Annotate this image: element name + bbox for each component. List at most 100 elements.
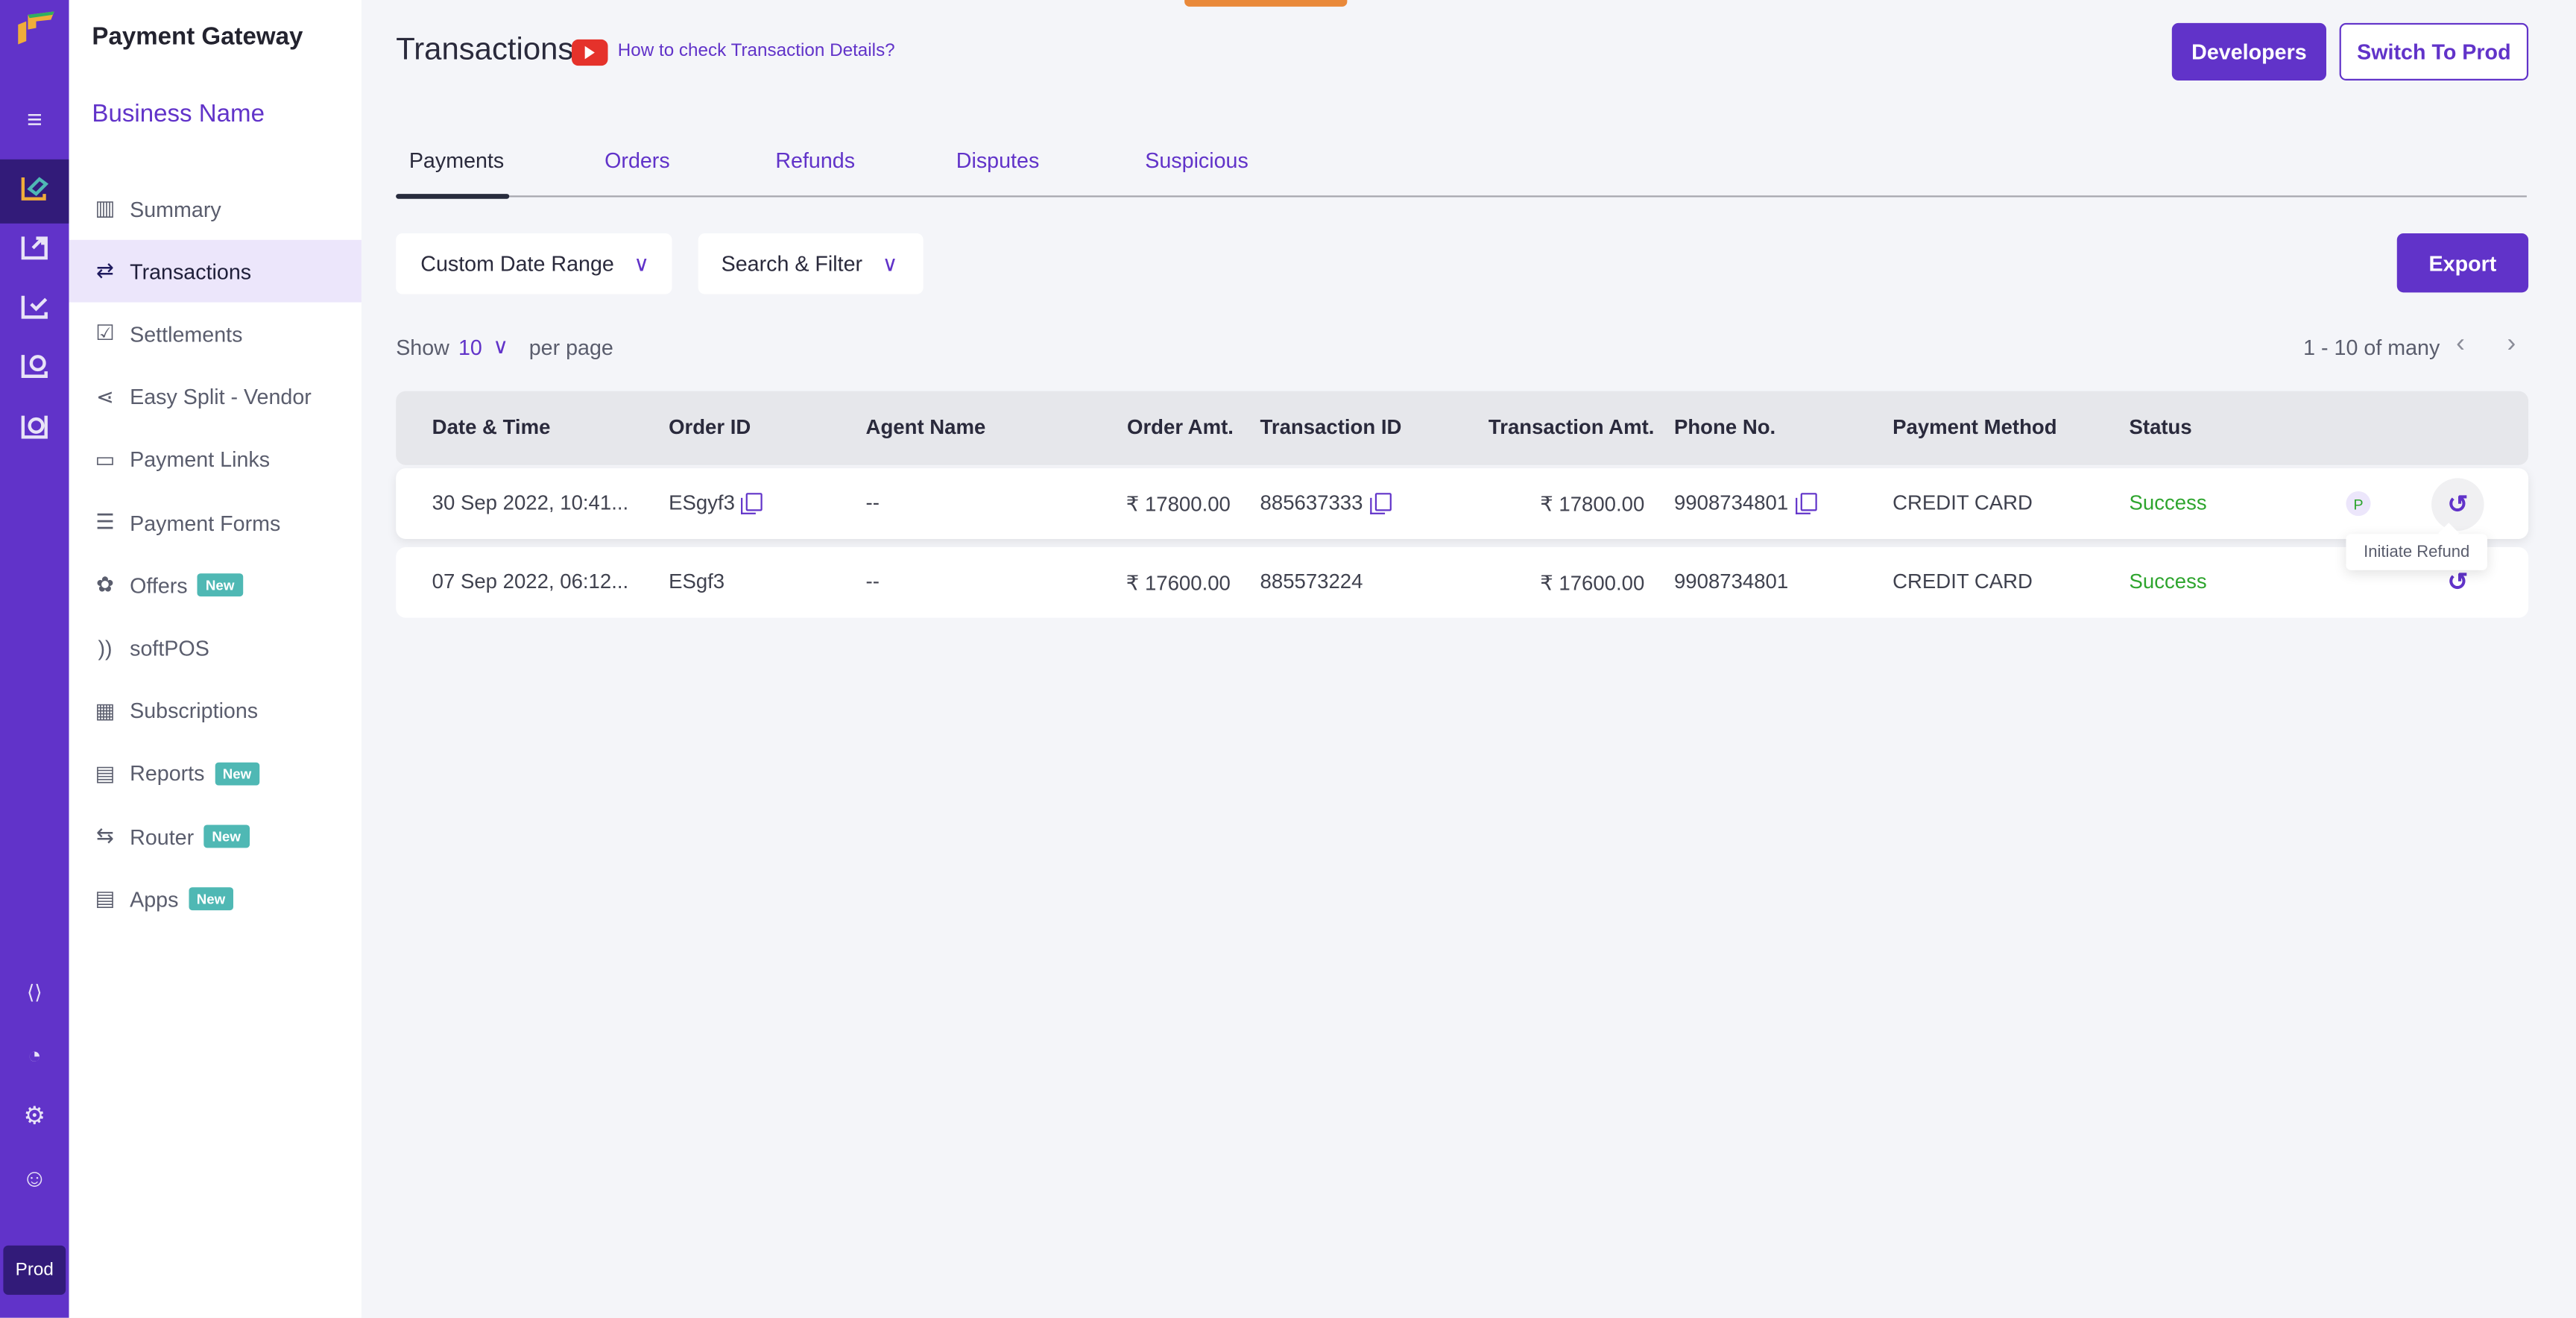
tab-suspicious[interactable]: Suspicious: [1145, 148, 1248, 173]
document-icon: ▤: [95, 760, 116, 786]
cell-phone: 9908734801: [1674, 491, 1816, 514]
contactless-icon: )): [98, 635, 113, 660]
calendar-icon: ▦: [95, 697, 116, 722]
sidebar-item-label: Apps: [130, 886, 179, 912]
switch-to-prod-button[interactable]: Switch To Prod: [2339, 22, 2529, 81]
tab-refunds[interactable]: Refunds: [775, 148, 856, 173]
sidebar-item-router[interactable]: ⇆ Router New: [69, 805, 362, 868]
prev-page-icon[interactable]: ‹: [2456, 330, 2465, 359]
sidebar-item-label: Offers: [130, 573, 188, 598]
copy-icon[interactable]: [1795, 493, 1816, 514]
per-page-select[interactable]: 10: [458, 335, 482, 360]
cell-transaction-amt: ₹ 17800.00: [1540, 493, 1645, 517]
developer-icon[interactable]: ⟨⟩: [26, 980, 42, 1004]
sidebar-item-payment-links[interactable]: ▭ Payment Links: [69, 429, 362, 491]
chevron-down-icon[interactable]: ∨: [493, 333, 509, 359]
sidebar-item-settlements[interactable]: ☑ Settlements: [69, 303, 362, 365]
tooltip-text: Initiate Refund: [2364, 543, 2470, 561]
developers-button[interactable]: Developers: [2171, 22, 2327, 81]
environment-badge[interactable]: Prod: [3, 1245, 66, 1295]
table-row[interactable]: 07 Sep 2022, 06:12... ESgf3 -- ₹ 17600.0…: [396, 546, 2529, 618]
logo-icon[interactable]: [15, 8, 54, 45]
status-badge: Success: [2129, 570, 2207, 593]
app-rail: ≡ ⟨⟩ ◔ ⚙ ☺ Prod: [0, 0, 69, 1318]
verification-icon[interactable]: [16, 288, 52, 324]
sidebar-item-apps[interactable]: ▤ Apps New: [69, 868, 362, 930]
help-video-link[interactable]: How to check Transaction Details?: [617, 41, 895, 61]
sidebar-item-reports[interactable]: ▤ Reports New: [69, 742, 362, 805]
sidebar-item-payment-forms[interactable]: ☰ Payment Forms: [69, 491, 362, 554]
tab-payments[interactable]: Payments: [408, 148, 505, 173]
sidebar-item-transactions[interactable]: ⇄ Transactions: [69, 240, 362, 303]
more-products-icon[interactable]: [16, 408, 52, 444]
per-page-label: per page: [528, 335, 613, 360]
order-id-text: ESgyf3: [669, 491, 735, 514]
sidebar-item-softpos[interactable]: )) softPOS: [69, 617, 362, 679]
cell-order-id: ESgyf3: [669, 491, 763, 514]
active-tab-indicator: [396, 194, 510, 199]
cell-date: 07 Sep 2022, 06:12...: [432, 570, 629, 593]
refund-icon[interactable]: ↺: [2431, 478, 2484, 531]
tab-disputes[interactable]: Disputes: [956, 148, 1040, 173]
chevron-down-icon: ∨: [882, 250, 898, 276]
col-payment-method: Payment Method: [1892, 415, 2057, 439]
apps-icon: ▤: [95, 886, 116, 911]
copy-icon[interactable]: [741, 493, 763, 514]
col-status: Status: [2129, 415, 2192, 439]
payment-gateway-icon[interactable]: [16, 169, 52, 205]
status-badge: Success: [2129, 491, 2207, 514]
col-order-id: Order ID: [669, 415, 751, 439]
business-name[interactable]: Business Name: [92, 100, 265, 128]
integrations-icon[interactable]: ◔: [27, 1041, 42, 1068]
sidebar-item-summary[interactable]: ▥ Summary: [69, 177, 362, 240]
sidebar-item-offers[interactable]: ✿ Offers New: [69, 554, 362, 617]
search-filter-label: Search & Filter: [721, 251, 863, 277]
new-badge: New: [188, 887, 234, 911]
pagination-range: 1 - 10 of many: [2303, 335, 2440, 360]
form-icon: ☰: [95, 509, 115, 535]
sidebar-item-label: Easy Split - Vendor: [130, 384, 312, 410]
router-icon: ⇆: [96, 823, 115, 848]
sidebar-item-label: Settlements: [130, 321, 243, 347]
new-badge: New: [203, 824, 249, 848]
tab-orders[interactable]: Orders: [604, 148, 670, 173]
cell-phone: 9908734801: [1673, 570, 1789, 593]
settings-icon[interactable]: ⚙: [23, 1102, 46, 1131]
list-check-icon: ☑: [95, 321, 115, 346]
recurring-icon[interactable]: [16, 347, 52, 382]
split-icon: ⋖: [96, 383, 115, 409]
copy-icon[interactable]: [1369, 493, 1391, 514]
cell-transaction-id: 885637333: [1260, 491, 1391, 514]
date-range-dropdown[interactable]: Custom Date Range ∨: [396, 233, 672, 294]
sidebar-item-label: Summary: [130, 196, 221, 221]
new-badge: New: [214, 762, 260, 786]
cell-agent: --: [865, 570, 880, 593]
table-row[interactable]: 30 Sep 2022, 10:41... ESgyf3 -- ₹ 17800.…: [396, 468, 2529, 539]
menu-icon[interactable]: ≡: [26, 107, 42, 135]
sidebar-item-subscriptions[interactable]: ▦ Subscriptions: [69, 680, 362, 742]
cell-transaction-amt: ₹ 17600.00: [1540, 572, 1645, 595]
sidebar-item-label: Payment Forms: [130, 510, 281, 535]
product-title: Payment Gateway: [92, 22, 303, 51]
cell-transaction-id: 885573224: [1260, 570, 1363, 593]
export-button[interactable]: Export: [2396, 233, 2529, 293]
refund-icon[interactable]: ↺: [2447, 568, 2469, 597]
col-order-amt: Order Amt.: [1127, 415, 1234, 439]
profile-icon[interactable]: ☺: [22, 1164, 48, 1193]
page-title: Transactions: [396, 33, 574, 68]
phone-text: 9908734801: [1673, 491, 1789, 514]
sidebar-item-label: Payment Links: [130, 447, 271, 473]
sidebar-item-easy-split-vendor[interactable]: ⋖ Easy Split - Vendor: [69, 366, 362, 429]
col-transaction-id: Transaction ID: [1260, 415, 1402, 439]
card-link-icon: ▭: [95, 447, 116, 472]
payouts-icon[interactable]: [16, 228, 52, 264]
offer-icon: ✿: [96, 572, 115, 597]
p-badge: P: [2346, 491, 2371, 517]
sidebar: Payment Gateway Business Name ▥ Summary ⇄ T…: [69, 0, 362, 1318]
chevron-down-icon: ∨: [634, 250, 650, 276]
youtube-icon[interactable]: [572, 39, 608, 66]
next-page-icon[interactable]: ›: [2507, 330, 2516, 359]
col-phone: Phone No.: [1673, 415, 1776, 439]
search-filter-dropdown[interactable]: Search & Filter ∨: [698, 233, 924, 294]
transaction-id-text: 885637333: [1260, 491, 1363, 514]
